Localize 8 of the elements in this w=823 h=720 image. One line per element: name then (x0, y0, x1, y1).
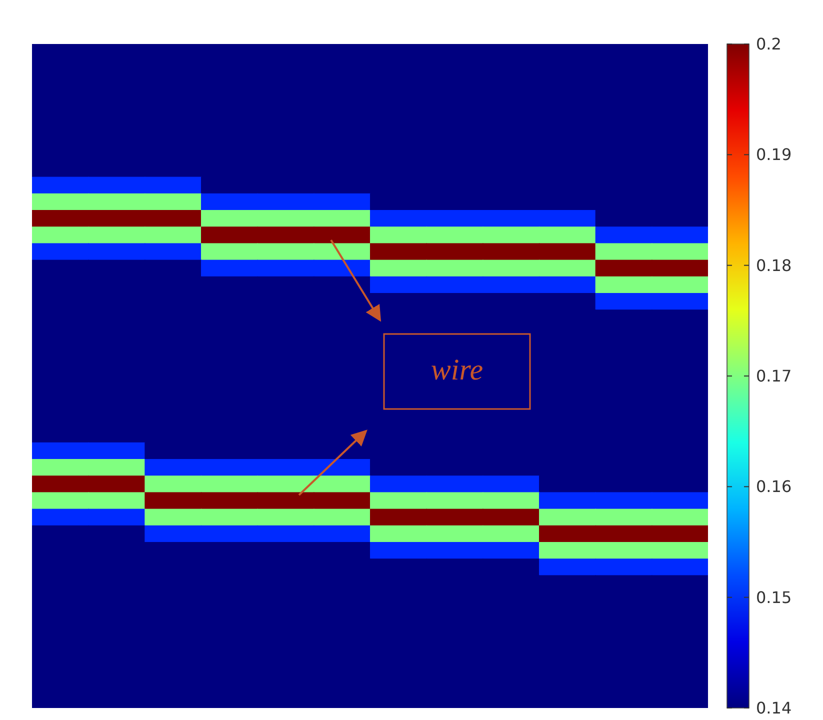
color-bar-label: 0.14 (756, 698, 792, 718)
color-bar-label: 0.19 (756, 145, 792, 164)
color-bar-label: 0.2 (756, 34, 782, 54)
color-bar-label: 0.15 (756, 588, 792, 607)
color-bar-label: 0.17 (756, 366, 792, 386)
annotation: wire (430, 354, 484, 386)
color-bar-label: 0.16 (756, 477, 792, 496)
color-bar-label: 0.18 (756, 256, 792, 275)
